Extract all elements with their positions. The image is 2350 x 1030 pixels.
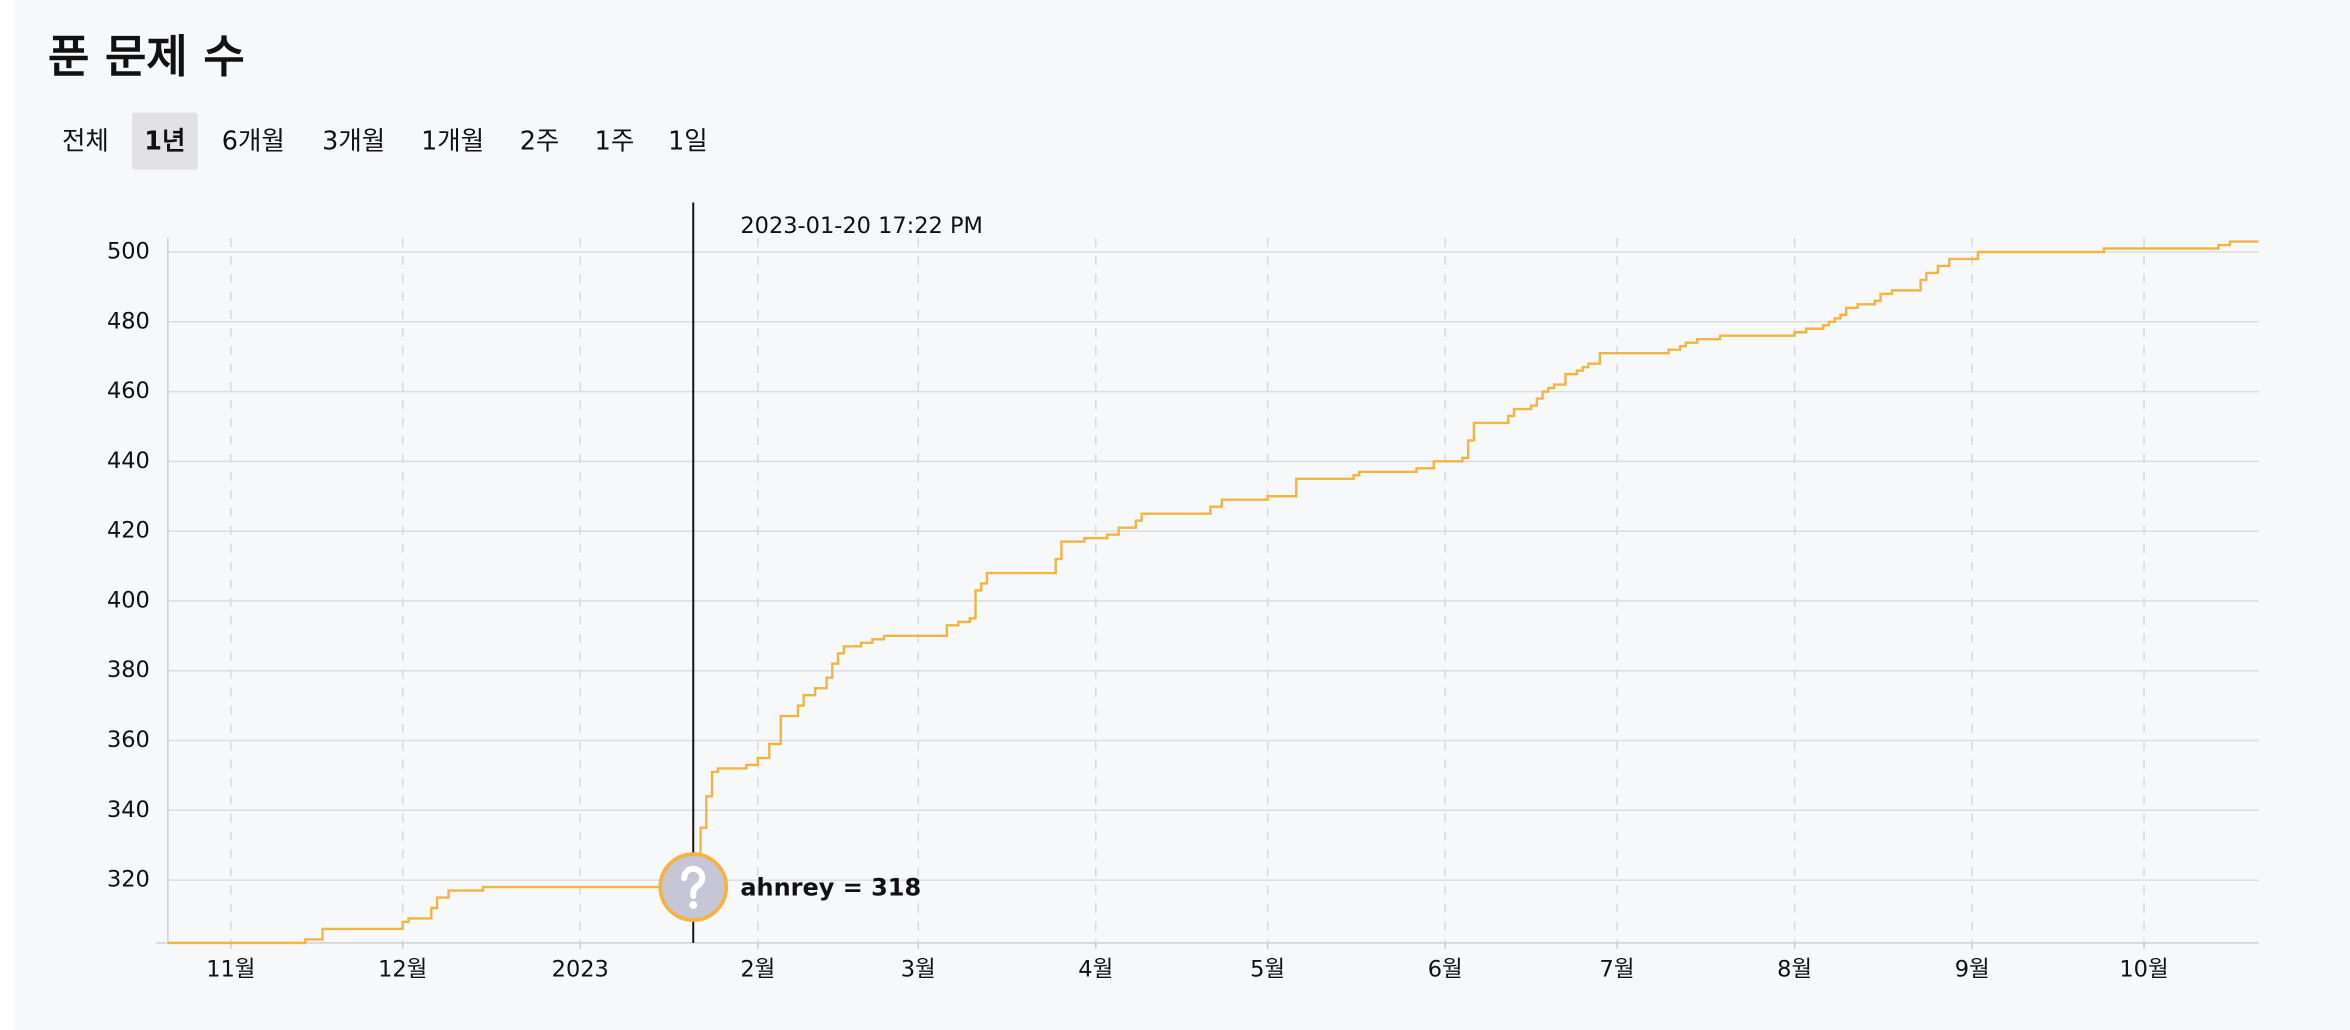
tab-label[interactable]: 1주 bbox=[595, 127, 635, 157]
tab-label[interactable]: 3개월 bbox=[322, 127, 385, 157]
y-tick-label: 460 bbox=[107, 378, 150, 404]
panel bbox=[14, 0, 2350, 1030]
tooltip-label: ahnrey = 318 bbox=[740, 874, 921, 902]
tab-label[interactable]: 전체 bbox=[62, 127, 109, 157]
tab[interactable]: 2주 bbox=[513, 113, 567, 170]
page-title: 푼 문제 수 bbox=[48, 30, 245, 83]
tab[interactable]: 1일 bbox=[661, 113, 715, 170]
x-tick-label: 4월 bbox=[1078, 956, 1113, 982]
tab-label[interactable]: 1년 bbox=[144, 127, 185, 157]
tooltip-marker bbox=[658, 852, 729, 922]
y-tick-label: 400 bbox=[107, 587, 150, 613]
x-tick-label: 11월 bbox=[206, 956, 255, 982]
x-tick-label: 2023 bbox=[552, 956, 609, 982]
tab-label[interactable]: 2주 bbox=[520, 127, 560, 157]
y-tick-label: 380 bbox=[107, 657, 150, 683]
tab-bar: 전체 1년 6개월 3개월 1개월 2주 1주 1일 bbox=[55, 112, 715, 170]
tab-label[interactable]: 1개월 bbox=[421, 127, 484, 157]
y-tick-label: 500 bbox=[107, 238, 150, 264]
x-tick-label: 7월 bbox=[1600, 956, 1635, 982]
x-tick-label: 9월 bbox=[1955, 956, 1990, 982]
tab[interactable]: 1개월 bbox=[415, 113, 490, 170]
tab[interactable]: 3개월 bbox=[316, 113, 391, 170]
tooltip-time: 2023-01-20 17:22 PM bbox=[740, 213, 983, 239]
avatar-icon bbox=[681, 865, 706, 900]
y-tick-label: 480 bbox=[107, 308, 150, 334]
tab-background[interactable] bbox=[131, 112, 198, 170]
x-tick-label: 12월 bbox=[378, 956, 427, 982]
y-tick-label: 440 bbox=[107, 448, 150, 474]
x-tick-label: 3월 bbox=[901, 956, 936, 982]
y-tick-label: 320 bbox=[107, 867, 150, 893]
tab-label[interactable]: 6개월 bbox=[222, 127, 285, 157]
series-line bbox=[167, 240, 2259, 945]
y-tick-label: 360 bbox=[107, 727, 150, 753]
x-tick-label: 6월 bbox=[1428, 956, 1463, 982]
avatar-icon-dot bbox=[689, 901, 698, 909]
tab[interactable]: 1주 bbox=[588, 113, 642, 170]
y-tick-label: 420 bbox=[107, 518, 150, 544]
x-tick-label: 10월 bbox=[2119, 956, 2168, 982]
y-tick-label: 340 bbox=[107, 797, 150, 823]
tab-label[interactable]: 1일 bbox=[668, 127, 708, 157]
x-tick-label: 2월 bbox=[740, 956, 775, 982]
chart: 320 340 360 380 400 420 440 460 480 500 11월 12월 2023… bbox=[107, 202, 2259, 982]
tab[interactable]: 6개월 bbox=[216, 113, 291, 170]
tab[interactable]: 1년 bbox=[131, 112, 198, 170]
x-tick-label: 8월 bbox=[1777, 956, 1812, 982]
x-tick-label: 5월 bbox=[1250, 956, 1285, 982]
tab[interactable]: 전체 bbox=[55, 113, 115, 170]
